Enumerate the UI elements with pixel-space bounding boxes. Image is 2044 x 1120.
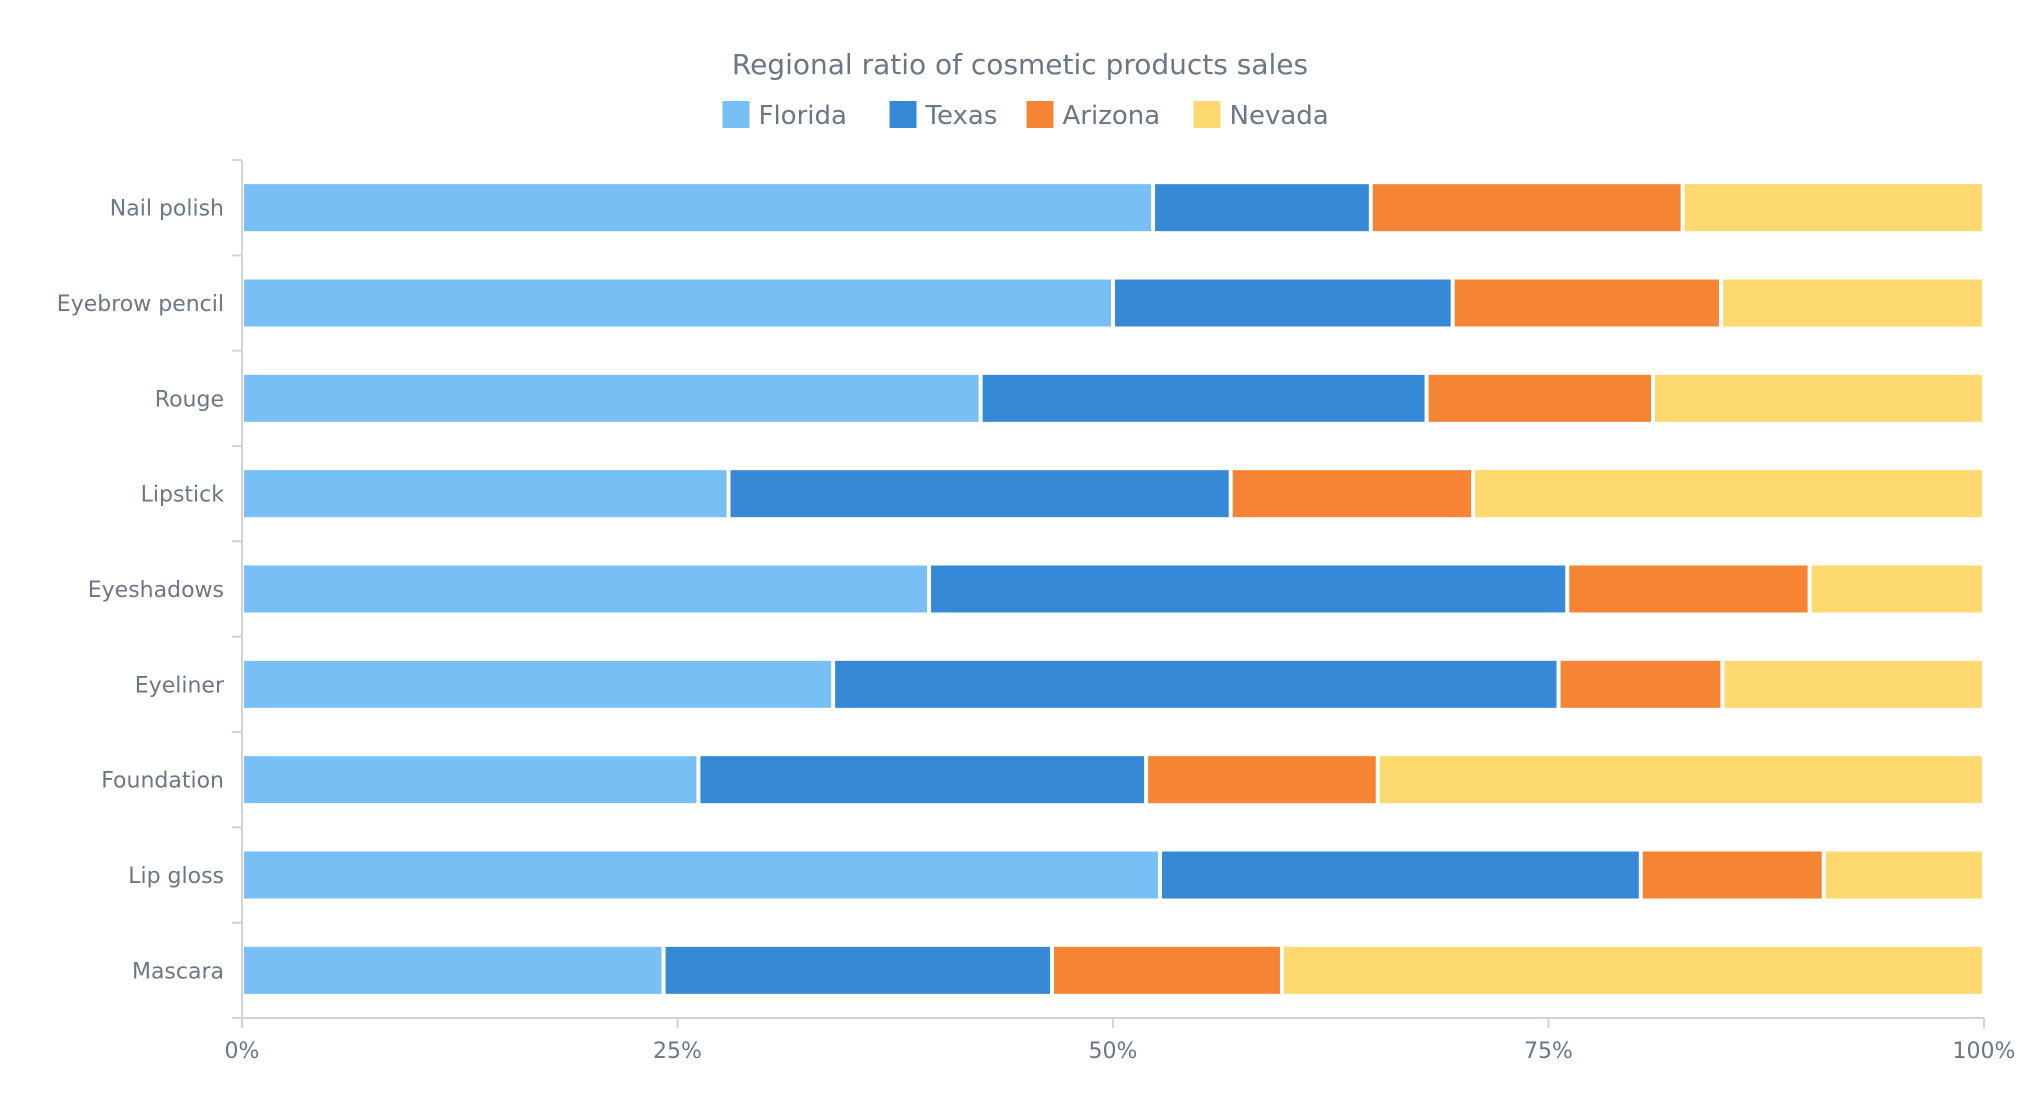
y-tick-label: Lip gloss <box>128 864 224 889</box>
bar-florida-rouge[interactable] <box>244 374 979 422</box>
y-tick-label: Lipstick <box>141 483 225 508</box>
legend-item-nevada[interactable]: Nevada <box>1193 101 1329 131</box>
bar-texas-rouge[interactable] <box>982 374 1425 422</box>
bar-arizona-eyeliner[interactable] <box>1560 660 1721 708</box>
bar-texas-mascara[interactable] <box>665 946 1051 994</box>
bar-texas-foundation[interactable] <box>700 756 1145 804</box>
bar-nevada-foundation[interactable] <box>1379 756 1982 804</box>
x-tick-label: 25% <box>653 1039 702 1064</box>
legend-swatch <box>1193 101 1221 128</box>
bar-texas-lip-gloss[interactable] <box>1162 851 1639 899</box>
legend-label: Florida <box>759 101 847 131</box>
bar-florida-mascara[interactable] <box>244 946 662 994</box>
legend-swatch <box>722 101 750 128</box>
bar-nevada-eyeliner[interactable] <box>1724 660 1982 708</box>
x-tick-label: 100% <box>1953 1039 2016 1064</box>
legend-item-arizona[interactable]: Arizona <box>1026 101 1161 131</box>
bar-arizona-mascara[interactable] <box>1054 946 1280 994</box>
legend-item-texas[interactable]: Texas <box>889 101 998 131</box>
bar-nevada-lipstick[interactable] <box>1475 470 1982 518</box>
bar-arizona-foundation[interactable] <box>1148 756 1376 804</box>
chart-title: Regional ratio of cosmetic products sale… <box>732 48 1308 81</box>
bar-arizona-rouge[interactable] <box>1428 374 1652 422</box>
bar-arizona-eyeshadows[interactable] <box>1569 565 1808 613</box>
y-tick-label: Eyeliner <box>135 673 225 698</box>
x-tick-label: 75% <box>1524 1039 1573 1064</box>
bar-arizona-nail-polish[interactable] <box>1372 184 1681 232</box>
y-tick-label: Nail polish <box>110 197 224 222</box>
bar-nevada-eyeshadows[interactable] <box>1811 565 1982 613</box>
bar-florida-eyeshadows[interactable] <box>244 565 928 613</box>
bar-florida-nail-polish[interactable] <box>244 184 1152 232</box>
bar-florida-foundation[interactable] <box>244 756 697 804</box>
legend: Florida Texas Arizona Nevada <box>722 101 1329 131</box>
bar-arizona-eyebrow-pencil[interactable] <box>1454 279 1719 327</box>
bar-texas-lipstick[interactable] <box>730 470 1229 518</box>
bar-florida-eyebrow-pencil[interactable] <box>244 279 1111 327</box>
y-tick-label: Eyeshadows <box>88 578 224 603</box>
legend-label: Nevada <box>1230 101 1329 131</box>
legend-swatch <box>889 101 917 128</box>
bar-arizona-lip-gloss[interactable] <box>1642 851 1822 899</box>
x-tick-label: 0% <box>225 1039 260 1064</box>
bar-nevada-nail-polish[interactable] <box>1684 184 1982 232</box>
y-tick-label: Eyebrow pencil <box>57 292 224 317</box>
legend-label: Arizona <box>1063 101 1161 131</box>
bar-nevada-eyebrow-pencil[interactable] <box>1722 279 1982 327</box>
x-tick-label: 50% <box>1089 1039 1138 1064</box>
bar-texas-eyeshadows[interactable] <box>931 565 1566 613</box>
legend-swatch <box>1026 101 1054 128</box>
bar-florida-lipstick[interactable] <box>244 470 727 518</box>
bar-texas-nail-polish[interactable] <box>1155 184 1369 232</box>
y-tick-label: Rouge <box>155 387 224 412</box>
bar-nevada-mascara[interactable] <box>1283 946 1982 994</box>
axes: 0% 25% 50% 75% 100% Nail polish Eyebrow pencil… <box>57 159 2016 1064</box>
bar-florida-eyeliner[interactable] <box>244 660 832 708</box>
bar-nevada-lip-gloss[interactable] <box>1825 851 1982 899</box>
y-tick-label: Mascara <box>132 959 224 984</box>
y-tick-label: Foundation <box>101 769 224 794</box>
bar-arizona-lipstick[interactable] <box>1232 470 1472 518</box>
bar-florida-lip-gloss[interactable] <box>244 851 1159 899</box>
bar-texas-eyeliner[interactable] <box>835 660 1557 708</box>
legend-label: Texas <box>925 101 998 131</box>
legend-item-florida[interactable]: Florida <box>722 101 847 131</box>
bars <box>244 184 1982 994</box>
bar-texas-eyebrow-pencil[interactable] <box>1115 279 1451 327</box>
bar-nevada-rouge[interactable] <box>1655 374 1982 422</box>
